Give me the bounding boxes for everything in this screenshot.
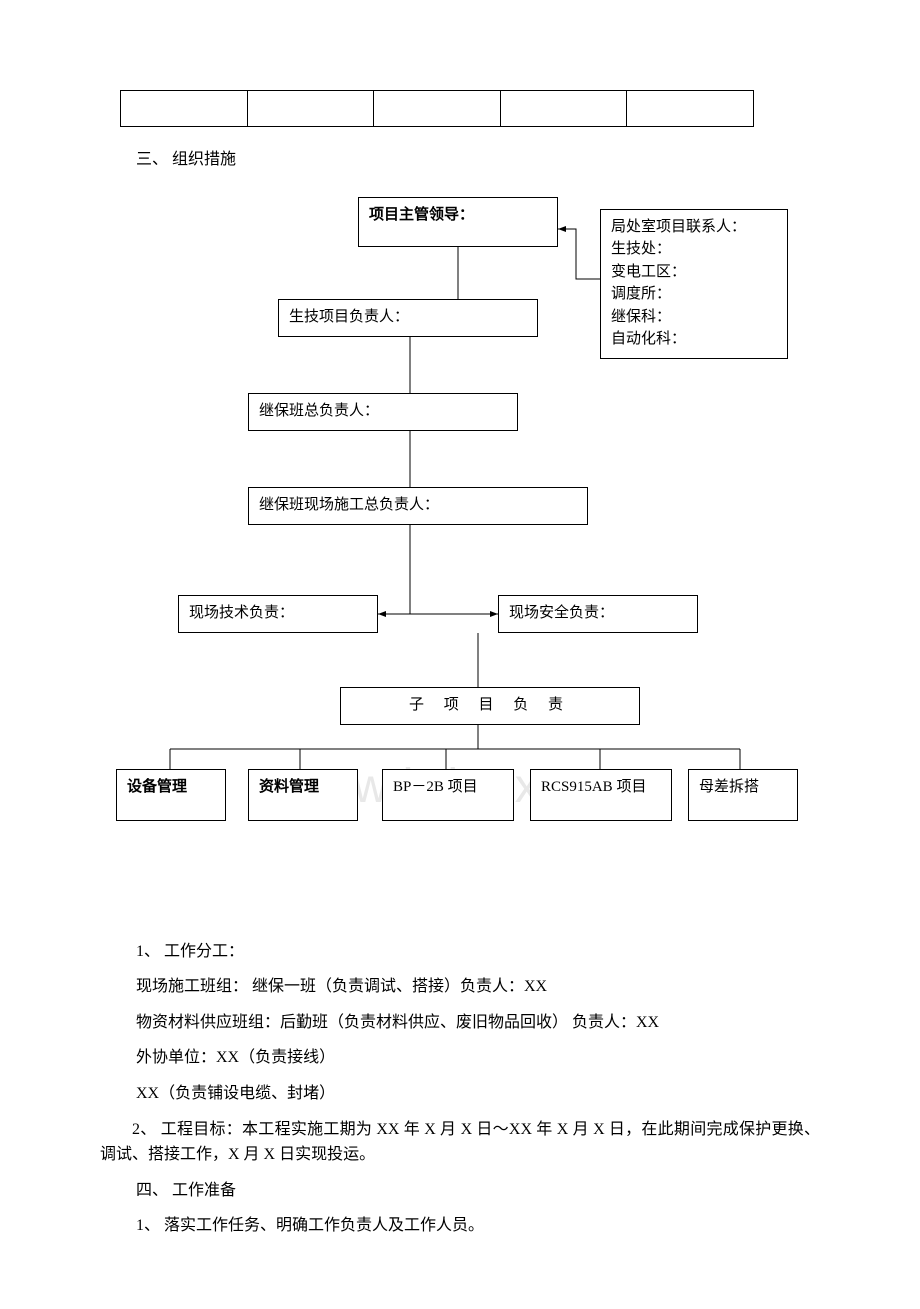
- paragraph-work-division: 1、 工作分工：: [136, 939, 820, 965]
- flowchart-node-n6: 现场技术负责：: [178, 595, 378, 633]
- flowchart-node-b3: BP－2B 项目: [382, 769, 514, 821]
- table-cell: [500, 91, 627, 127]
- table-cell: [374, 91, 501, 127]
- paragraph-external-unit: 外协单位：XX（负责接线）: [136, 1045, 820, 1071]
- paragraph-project-goal: 2、 工程目标：本工程实施工期为 XX 年 X 月 X 日～XX 年 X 月 X…: [100, 1117, 820, 1168]
- empty-table: [120, 90, 754, 127]
- paragraph-external-unit-2: XX（负责铺设电缆、封堵）: [136, 1081, 820, 1107]
- flowchart-node-n2: 局处室项目联系人：生技处：变电工区：调度所：继保科：自动化科：: [600, 209, 788, 359]
- section-3-title: 三、 组织措施: [136, 147, 820, 173]
- flowchart-node-n5: 继保班现场施工总负责人：: [248, 487, 588, 525]
- flowchart-node-b4: RCS915AB 项目: [530, 769, 672, 821]
- table-cell: [627, 91, 754, 127]
- table-cell: [247, 91, 374, 127]
- flowchart-node-n7: 现场安全负责：: [498, 595, 698, 633]
- paragraph-material-team: 物资材料供应班组：后勤班（负责材料供应、废旧物品回收） 负责人：XX: [136, 1010, 820, 1036]
- flowchart-node-n3: 生技项目负责人：: [278, 299, 538, 337]
- paragraph-prep-1: 1、 落实工作任务、明确工作负责人及工作人员。: [136, 1213, 820, 1239]
- flowchart-node-n4: 继保班总负责人：: [248, 393, 518, 431]
- flowchart-node-b1: 设备管理: [116, 769, 226, 821]
- flowchart-node-b5: 母差拆搭: [688, 769, 798, 821]
- paragraph-onsite-team: 现场施工班组： 继保一班（负责调试、搭接）负责人：XX: [136, 974, 820, 1000]
- flowchart-node-n8: 子 项 目 负 责: [340, 687, 640, 725]
- flowchart-node-n1: 项目主管领导：: [358, 197, 558, 247]
- flowchart-node-b2: 资料管理: [248, 769, 358, 821]
- section-4-title: 四、 工作准备: [136, 1178, 820, 1204]
- table-cell: [121, 91, 248, 127]
- org-flowchart: www.bdocx.com 项目主管领导：局处室项目联系人：生技处：变电工区：调…: [100, 189, 820, 915]
